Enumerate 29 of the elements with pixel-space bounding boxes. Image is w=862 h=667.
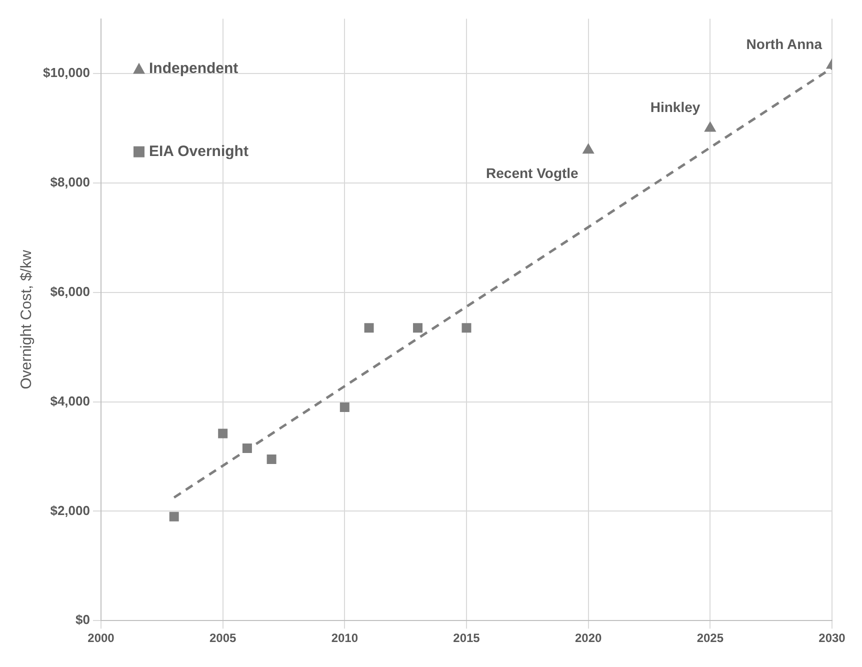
annotation: Hinkley (650, 99, 700, 116)
y-tick-label: $10,000 (42, 65, 90, 80)
point (266, 454, 276, 464)
point (218, 428, 228, 438)
x-tick-label: 2005 (209, 631, 236, 646)
annotation: North Anna (746, 36, 822, 52)
point (462, 323, 472, 333)
legend-label: EIA Overnight (148, 142, 248, 160)
point (364, 323, 374, 333)
point (242, 444, 252, 454)
x-tick-label: 2025 (696, 631, 724, 646)
point (704, 122, 716, 132)
y-axis-title: Overnight Cost, $/kw (18, 250, 36, 390)
point (582, 144, 594, 154)
x-tick-label: 2010 (331, 631, 358, 646)
y-tick-label: $6,000 (50, 284, 90, 299)
x-tick-label: 2015 (453, 631, 480, 646)
y-tick-label: $4,000 (50, 393, 90, 408)
point (169, 512, 179, 522)
point (413, 323, 423, 333)
annotation: Recent Vogtle (486, 164, 579, 181)
x-tick-label: 2020 (574, 631, 602, 646)
y-tick-label: $8,000 (50, 174, 90, 190)
x-tick-label: 2000 (88, 631, 115, 646)
legend-label: Independent (148, 60, 238, 77)
y-tick-label: $0 (76, 612, 90, 628)
x-tick-label: 2030 (818, 631, 846, 646)
y-tick-label: $2,000 (50, 502, 90, 518)
point (340, 402, 350, 412)
